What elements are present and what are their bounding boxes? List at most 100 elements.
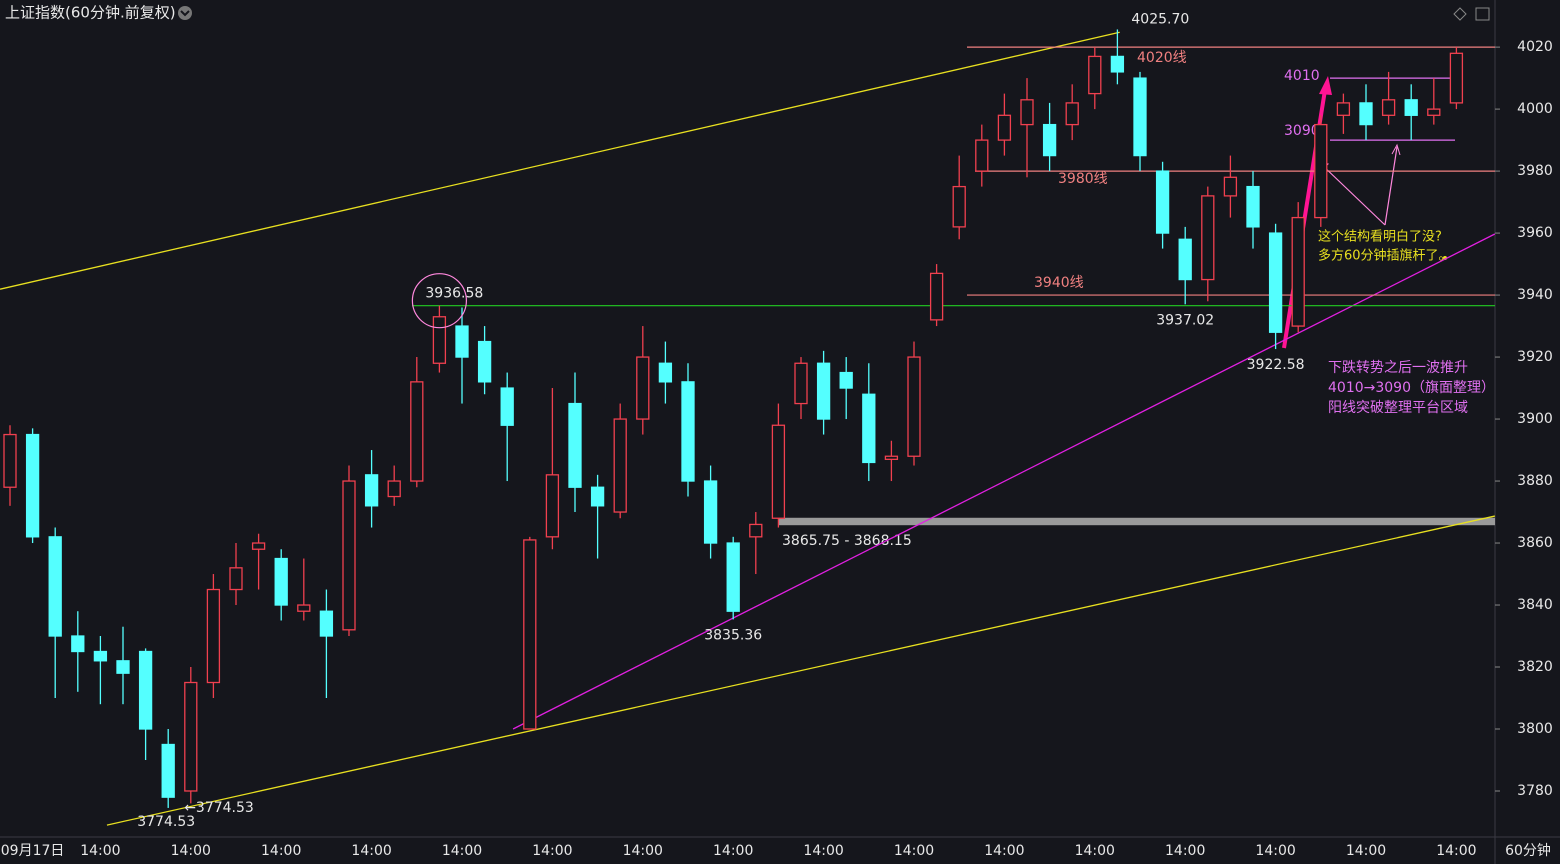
candle-body <box>658 362 673 383</box>
point-label: 3937.02 <box>1156 312 1214 328</box>
level-label: 3940线 <box>1034 275 1084 291</box>
candle-body <box>93 650 108 662</box>
note-yellow: 多方60分钟插旗杆了。 <box>1318 248 1452 264</box>
support-band <box>779 517 1495 526</box>
candle-body <box>1268 232 1283 333</box>
point-label: 3936.58 <box>425 286 483 302</box>
arrowhead <box>1391 143 1401 156</box>
candle-body <box>794 362 808 405</box>
point-label: 4025.70 <box>1131 11 1189 27</box>
candle-body <box>726 542 740 612</box>
y-tick-label: 3940 <box>1517 287 1553 303</box>
candle-body <box>613 418 627 513</box>
candle-body <box>387 480 401 498</box>
level-label: 4020线 <box>1137 50 1187 66</box>
draw-icon[interactable] <box>1453 7 1467 21</box>
candle-body <box>1246 185 1260 228</box>
highlight-circle <box>411 273 467 329</box>
candle-body <box>1065 102 1079 126</box>
dropdown-icon[interactable] <box>178 6 192 20</box>
candle-body <box>568 402 582 488</box>
point-label: 3922.58 <box>1247 357 1305 373</box>
point-label: 3774.53 <box>137 814 195 830</box>
period-label: 60分钟 <box>1505 842 1551 859</box>
candle-body <box>839 371 853 389</box>
x-tick-label: 14:00 <box>80 843 120 859</box>
candle-body <box>862 393 876 464</box>
x-tick-label: 14:00 <box>1346 843 1386 859</box>
note-yellow: 这个结构看明白了没? <box>1318 229 1442 245</box>
candle-body <box>636 356 650 420</box>
candle-body <box>410 381 424 482</box>
candle-body <box>138 650 153 730</box>
x-tick-label: 14:00 <box>623 843 663 859</box>
candle-body <box>342 480 356 631</box>
x-tick-label: 09月17日 <box>1 843 65 859</box>
x-tick-label: 14:00 <box>261 843 301 859</box>
candle-body <box>297 604 311 612</box>
candle-body <box>206 588 221 684</box>
candle-body <box>975 139 989 172</box>
candle-body <box>500 387 514 426</box>
candle-body <box>545 474 560 538</box>
x-tick-label: 14:00 <box>1436 843 1476 859</box>
x-tick-label: 14:00 <box>532 843 572 859</box>
note-magenta: 下跌转势之后一波推升 <box>1328 360 1468 376</box>
candle-body <box>952 185 966 228</box>
candle-body <box>364 474 379 507</box>
candle-body <box>1359 102 1373 126</box>
candle-body <box>907 356 921 457</box>
trendline <box>106 515 1495 826</box>
candle-body <box>1404 99 1418 116</box>
trendline <box>0 31 1120 290</box>
point-label: ←3774.53 <box>184 800 254 816</box>
level-label: 3980线 <box>1058 171 1108 187</box>
candle-body <box>229 567 243 591</box>
y-tick-label: 3980 <box>1517 163 1553 179</box>
candle-body <box>184 681 198 792</box>
chart-title: 上证指数(60分钟.前复权) <box>5 4 176 22</box>
y-tick-label: 3920 <box>1517 349 1553 365</box>
candle-body <box>590 486 605 507</box>
x-tick-label: 14:00 <box>351 843 391 859</box>
band-label: 3865.75 - 3868.15 <box>782 533 912 549</box>
candle-body <box>1223 176 1238 197</box>
candle-body <box>1449 52 1464 104</box>
candle-body <box>1291 216 1305 327</box>
candle-body <box>116 660 130 674</box>
note-magenta: 阳线突破整理平台区域 <box>1328 400 1468 416</box>
candle-body <box>1133 77 1147 157</box>
candle-body <box>816 362 831 420</box>
x-tick-label: 14:00 <box>984 843 1024 859</box>
candle-body <box>929 272 944 321</box>
candle-body <box>71 635 85 653</box>
y-tick-label: 3780 <box>1517 783 1553 799</box>
candle-body <box>1155 170 1170 234</box>
candle-body <box>319 610 334 637</box>
level-label: 3090 <box>1284 123 1320 139</box>
y-tick-label: 3900 <box>1517 411 1553 427</box>
x-tick-label: 14:00 <box>1075 843 1115 859</box>
candle-body <box>3 433 17 488</box>
candle-body <box>455 325 469 358</box>
panel-icon[interactable] <box>1475 7 1490 21</box>
point-label: 3835.36 <box>704 627 762 643</box>
y-tick-label: 3880 <box>1517 473 1553 489</box>
x-tick-label: 14:00 <box>1165 843 1205 859</box>
x-tick-label: 14:00 <box>442 843 482 859</box>
pointer-arrow <box>1384 146 1398 226</box>
y-tick-label: 4000 <box>1517 101 1553 117</box>
candle-body <box>251 542 266 550</box>
trendline <box>512 233 1496 730</box>
candle-body <box>1020 99 1034 126</box>
candle-body <box>523 539 537 730</box>
candle-body <box>884 455 899 460</box>
candle-body <box>432 316 447 364</box>
candle-body <box>749 523 763 538</box>
candle-body <box>1201 195 1215 281</box>
candle-body <box>681 381 695 482</box>
candle-body <box>771 424 786 519</box>
candle-body <box>703 480 718 544</box>
